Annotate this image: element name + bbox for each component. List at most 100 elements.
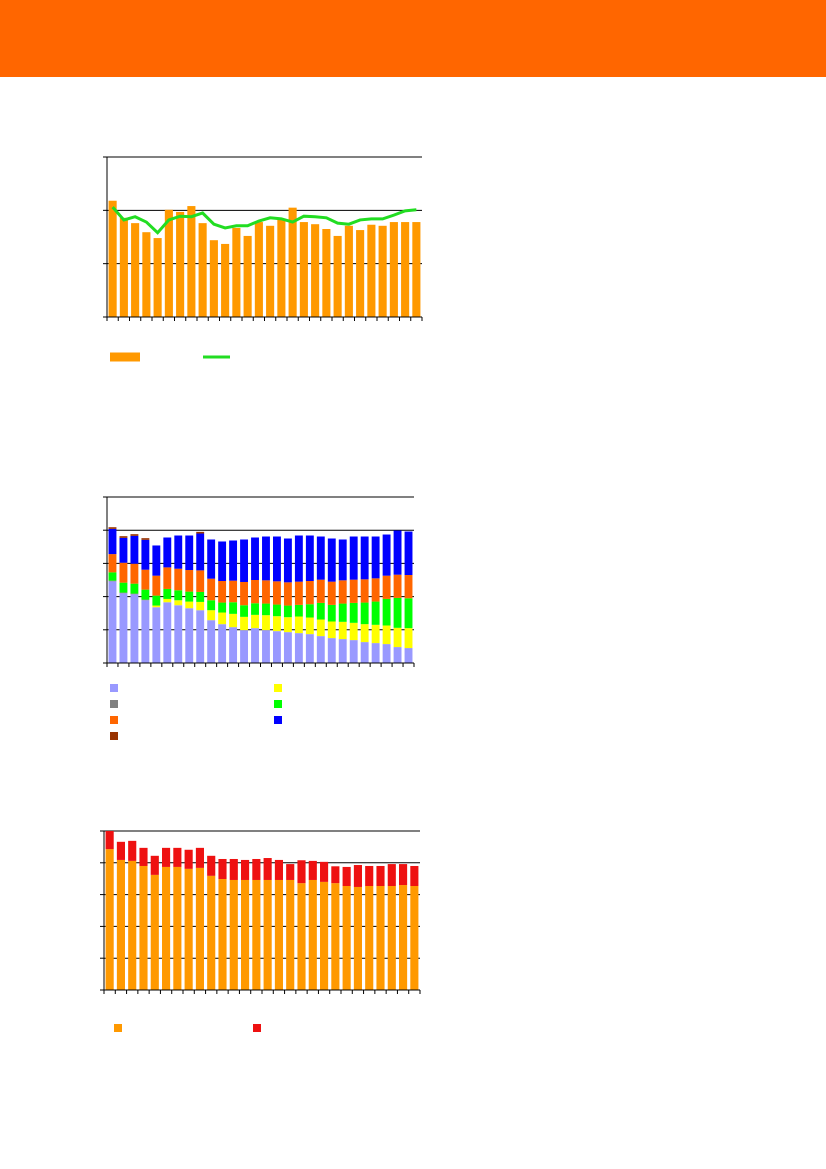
bar xyxy=(305,617,314,635)
bar xyxy=(174,605,183,663)
bar xyxy=(153,238,162,317)
bar xyxy=(294,604,303,617)
bar xyxy=(240,605,249,617)
bar xyxy=(349,536,358,580)
bar xyxy=(128,860,137,990)
bar xyxy=(393,574,402,598)
bar xyxy=(274,879,283,990)
header-band xyxy=(0,0,826,77)
bar xyxy=(349,602,358,623)
bar xyxy=(382,598,391,626)
bar xyxy=(327,638,336,663)
bar xyxy=(218,541,227,581)
bar xyxy=(105,849,114,990)
bar xyxy=(196,591,205,602)
bar xyxy=(365,865,374,887)
bar xyxy=(360,624,369,643)
bar xyxy=(305,535,314,581)
bar xyxy=(108,581,117,663)
bar xyxy=(141,539,150,570)
bar xyxy=(229,627,238,663)
legend-swatch xyxy=(114,1024,122,1032)
bar xyxy=(251,603,259,615)
bar xyxy=(243,235,252,317)
bar xyxy=(232,227,241,317)
bar xyxy=(349,640,358,663)
bar xyxy=(185,535,194,571)
legend-swatch xyxy=(110,716,118,724)
bar xyxy=(360,536,369,580)
bar xyxy=(108,580,117,582)
bar xyxy=(240,616,249,631)
bar xyxy=(399,885,408,990)
bar xyxy=(195,867,204,990)
legend-swatch xyxy=(274,684,282,692)
bar xyxy=(142,232,151,317)
legend-swatch xyxy=(110,700,118,708)
bar xyxy=(360,579,369,603)
bar xyxy=(338,603,347,622)
bar xyxy=(331,883,340,990)
bar xyxy=(119,582,128,593)
bar xyxy=(338,580,347,604)
bar xyxy=(393,627,402,648)
bar xyxy=(283,582,292,606)
bar xyxy=(333,235,342,317)
bar xyxy=(294,535,303,582)
bar xyxy=(338,621,347,640)
bar xyxy=(342,866,351,887)
bar xyxy=(229,879,238,990)
bar xyxy=(316,619,325,637)
bar xyxy=(412,222,421,317)
bar xyxy=(262,615,270,631)
bar xyxy=(130,593,139,595)
bar xyxy=(331,866,340,884)
bar xyxy=(376,865,385,887)
bar xyxy=(119,592,128,594)
bar xyxy=(207,539,216,579)
bar xyxy=(185,608,194,663)
bar xyxy=(141,569,150,590)
bar xyxy=(163,602,172,663)
bar xyxy=(164,209,173,317)
bar xyxy=(378,225,387,317)
bar xyxy=(207,610,216,621)
bar xyxy=(141,589,150,600)
bar xyxy=(139,847,148,866)
bar xyxy=(240,630,249,663)
bar xyxy=(316,579,325,603)
bar xyxy=(130,583,139,594)
bar xyxy=(251,580,259,604)
bar xyxy=(308,860,317,880)
bar xyxy=(130,594,139,663)
bar xyxy=(108,527,117,529)
bar xyxy=(327,538,336,582)
bar xyxy=(327,581,336,605)
bar xyxy=(410,886,419,990)
bar xyxy=(141,538,150,540)
bar xyxy=(130,535,139,564)
bar xyxy=(262,603,270,616)
bar xyxy=(297,860,306,884)
bar xyxy=(152,607,161,663)
bar xyxy=(356,230,365,317)
bar xyxy=(349,579,358,603)
bar xyxy=(163,588,172,599)
bar xyxy=(263,858,272,880)
bar xyxy=(371,624,380,644)
bar xyxy=(272,581,281,605)
bar xyxy=(299,222,308,317)
bar xyxy=(320,861,329,882)
bar xyxy=(404,598,413,629)
bar xyxy=(410,865,419,887)
bar xyxy=(119,537,128,563)
bar xyxy=(365,886,374,990)
bar xyxy=(401,222,410,317)
bar xyxy=(141,600,150,663)
bar xyxy=(338,639,347,663)
bar xyxy=(196,533,205,571)
bar xyxy=(196,610,205,663)
bar xyxy=(130,534,139,536)
bar xyxy=(108,554,117,573)
